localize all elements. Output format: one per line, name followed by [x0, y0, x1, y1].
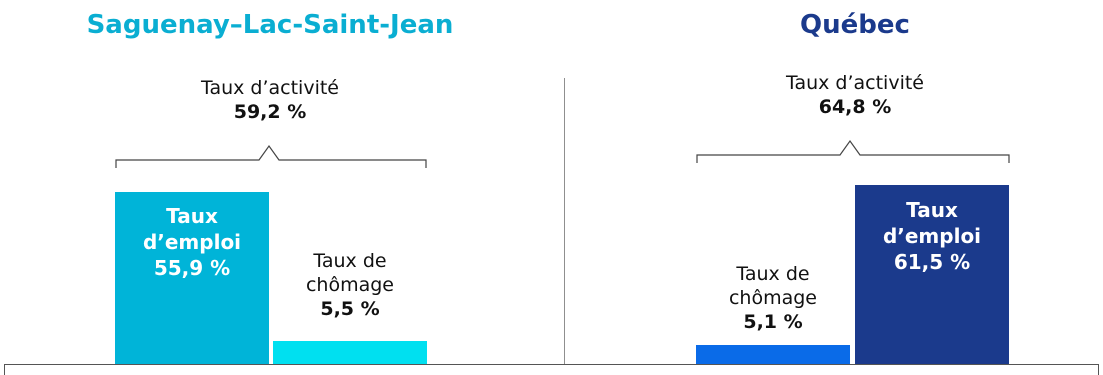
left-emploi-name-1: Taux [166, 204, 218, 228]
left-emploi-bar [115, 192, 269, 365]
right-activity-brace [696, 139, 1010, 163]
left-chomage-label: Taux de chômage 5,5 % [273, 249, 427, 321]
right-activity-title: Taux d’activité [785, 72, 924, 94]
left-activity-value: 59,2 % [233, 101, 307, 123]
right-chomage-value: 5,1 % [743, 311, 803, 333]
right-emploi-name-2: d’emploi [882, 224, 982, 248]
right-emploi-name-1: Taux [906, 198, 958, 222]
left-activity-title: Taux d’activité [200, 77, 339, 99]
bottom-frame [4, 364, 1099, 375]
left-chomage-name-1: Taux de [313, 250, 387, 272]
right-region-title: Québec [800, 10, 910, 40]
right-activity-label: Taux d’activité 64,8 % [735, 71, 975, 119]
left-chomage-name-2: chômage [305, 274, 394, 296]
right-emploi-bar [855, 185, 1009, 365]
right-chomage-name-2: chômage [728, 287, 817, 309]
right-chomage-name-1: Taux de [736, 263, 810, 285]
right-emploi-value: 61,5 % [893, 250, 971, 274]
left-activity-brace [115, 144, 427, 168]
right-activity-value: 64,8 % [818, 96, 892, 118]
left-chomage-value: 5,5 % [320, 298, 380, 320]
left-region-title: Saguenay–Lac-Saint-Jean [86, 10, 454, 40]
left-chomage-bar [273, 341, 427, 365]
right-emploi-label: Taux d’emploi 61,5 % [855, 197, 1009, 275]
chart-divider [564, 78, 565, 365]
left-emploi-label: Taux d’emploi 55,9 % [115, 203, 269, 281]
left-activity-label: Taux d’activité 59,2 % [150, 76, 390, 124]
left-emploi-value: 55,9 % [153, 256, 231, 280]
left-emploi-name-2: d’emploi [142, 230, 242, 254]
right-chomage-label: Taux de chômage 5,1 % [696, 262, 850, 334]
right-chomage-bar [696, 345, 850, 365]
